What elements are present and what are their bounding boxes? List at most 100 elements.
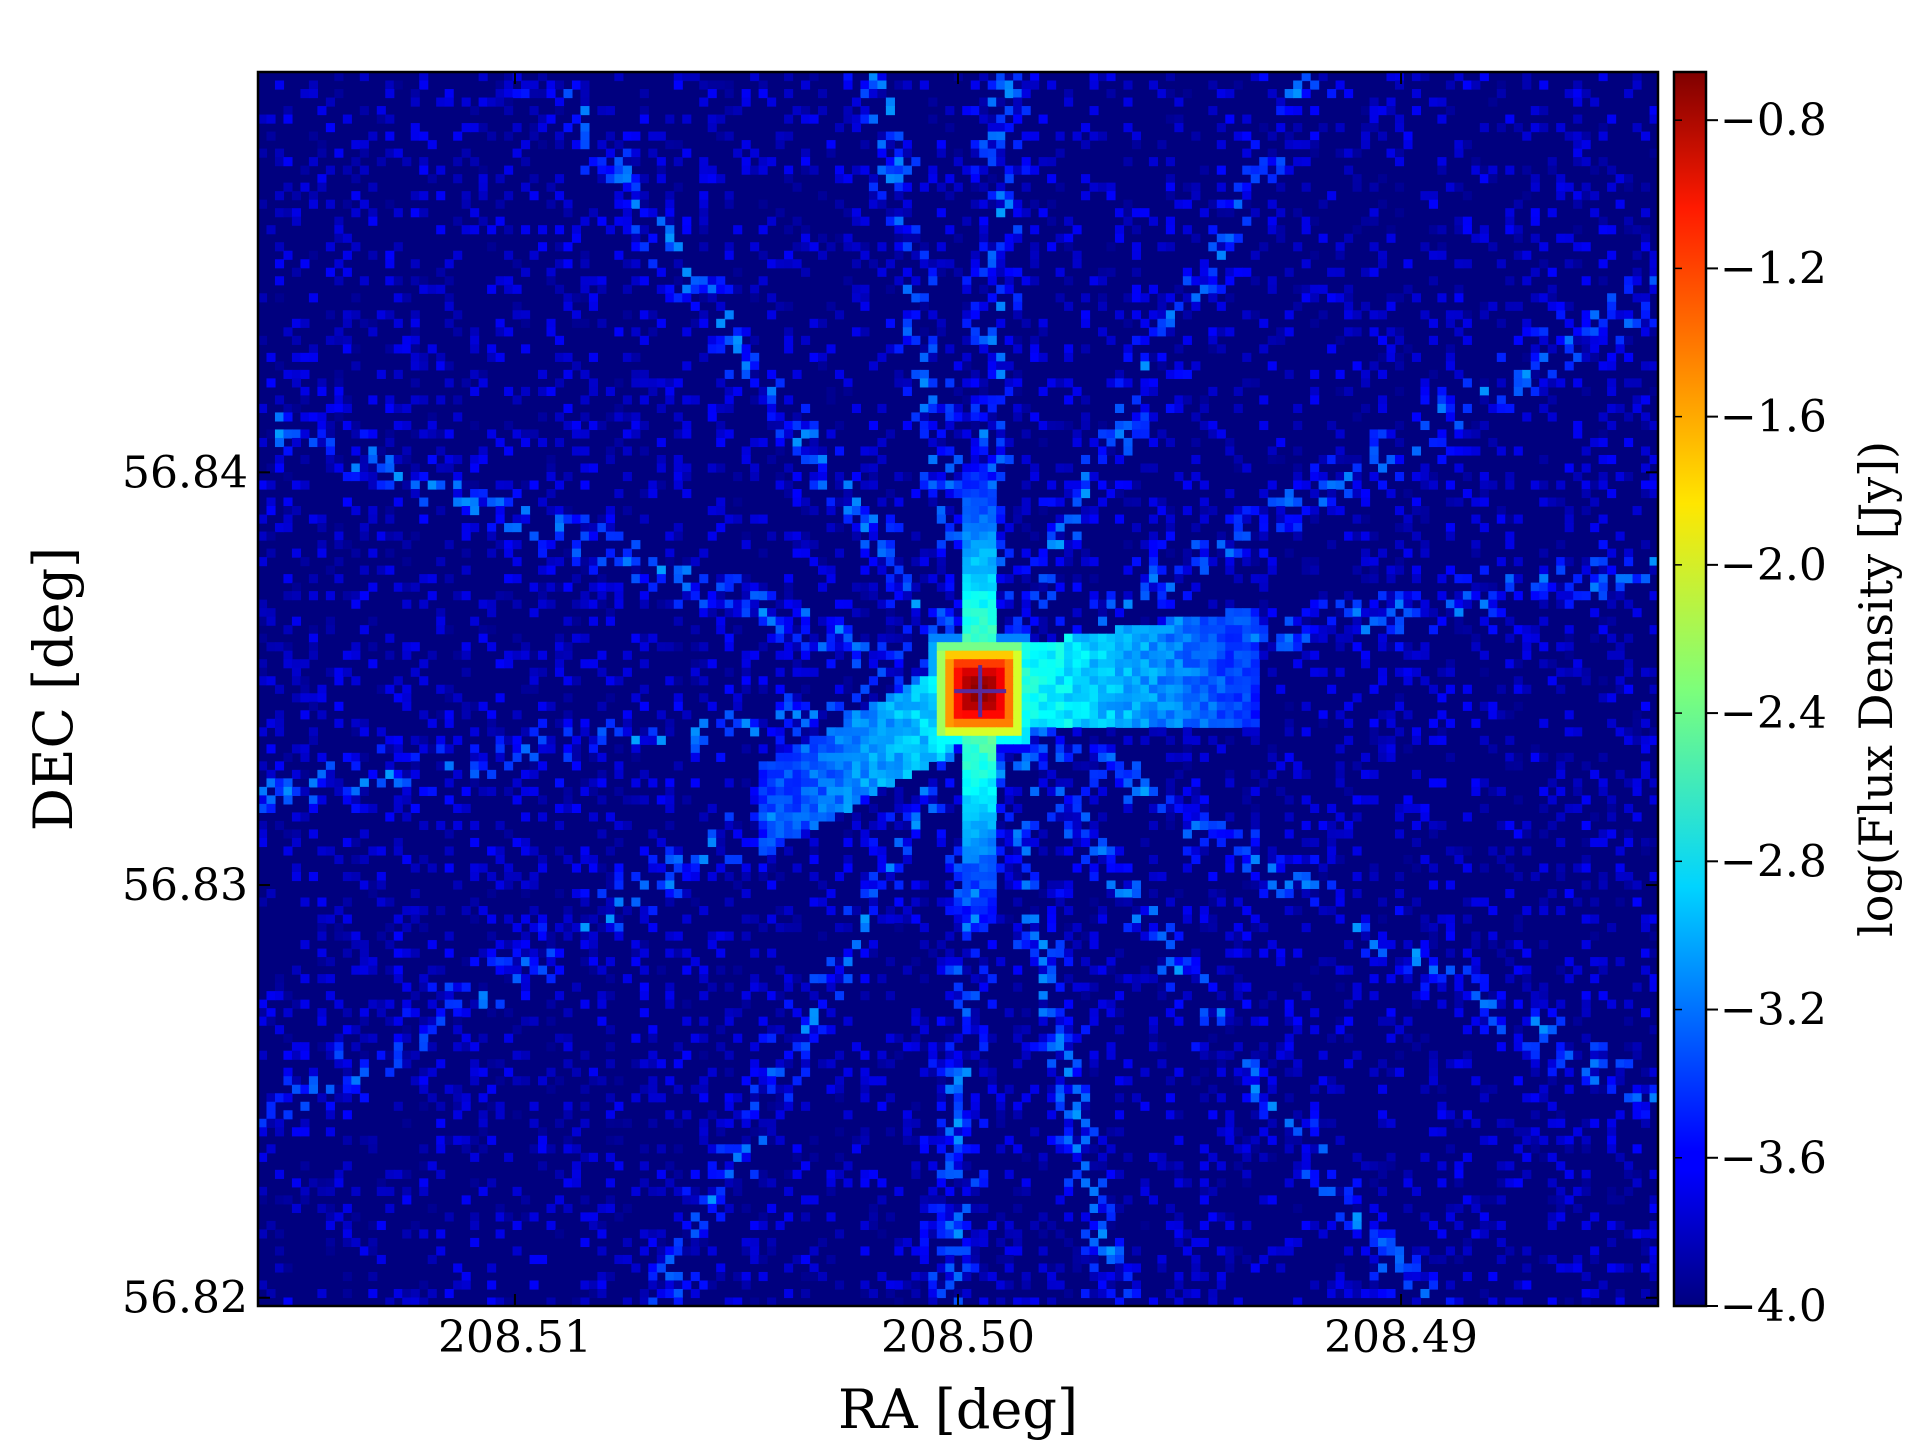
heatmap-cell (894, 497, 904, 507)
heatmap-cell (877, 454, 887, 465)
heatmap-cell (1335, 829, 1345, 839)
heatmap-cell (1598, 157, 1608, 167)
heatmap-cell (656, 403, 666, 414)
heatmap-cell (724, 608, 734, 618)
heatmap-cell (597, 174, 607, 184)
heatmap-cell (359, 463, 369, 473)
heatmap-cell (1064, 233, 1074, 243)
heatmap-cell (1505, 540, 1515, 550)
heatmap-cell (860, 446, 870, 456)
heatmap-cell (1293, 403, 1303, 414)
heatmap-cell (614, 531, 624, 541)
heatmap-cell (1318, 599, 1328, 609)
heatmap-cell (758, 829, 768, 839)
heatmap-cell (1131, 667, 1142, 677)
heatmap-cell (504, 80, 514, 90)
heatmap-cell (1344, 327, 1354, 337)
heatmap-cell (1556, 174, 1566, 184)
heatmap-cell (1123, 480, 1133, 490)
heatmap-cell (979, 710, 989, 720)
heatmap-cell (979, 718, 989, 728)
heatmap-cell (1649, 318, 1658, 328)
heatmap-cell (385, 199, 395, 209)
heatmap-cell (1598, 437, 1608, 448)
heatmap-cell (1369, 242, 1379, 252)
heatmap-cell (1505, 216, 1515, 226)
heatmap-cell (902, 684, 912, 694)
heatmap-cell (631, 565, 641, 575)
heatmap-cell (393, 531, 403, 541)
heatmap-cell (571, 225, 582, 235)
heatmap-cell (784, 744, 794, 754)
heatmap-cell (801, 531, 811, 541)
heatmap-cell (597, 140, 607, 150)
heatmap-cell (597, 650, 607, 660)
heatmap-cell (716, 752, 726, 762)
heatmap-cell (1259, 616, 1269, 626)
heatmap-cell (1004, 718, 1014, 728)
heatmap-cell (707, 403, 717, 414)
heatmap-cell (885, 650, 895, 660)
heatmap-cell (436, 97, 446, 107)
heatmap-cell (834, 642, 845, 652)
heatmap-cell (1386, 429, 1396, 439)
heatmap-cell (1098, 497, 1108, 507)
heatmap-cell (1615, 650, 1625, 660)
heatmap-cell (801, 540, 811, 550)
heatmap-cell (885, 727, 895, 737)
heatmap-cell (580, 727, 590, 737)
heatmap-cell (1148, 284, 1158, 294)
heatmap-cell (877, 352, 887, 362)
heatmap-cell (521, 157, 531, 167)
heatmap-cell (1386, 489, 1396, 499)
heatmap-cell (631, 199, 641, 209)
heatmap-cell (648, 148, 658, 158)
heatmap-cell (1607, 182, 1617, 192)
heatmap-cell (266, 480, 276, 490)
heatmap-cell (690, 752, 700, 762)
heatmap-cell (733, 608, 743, 618)
heatmap-cell (1394, 642, 1405, 652)
heatmap-cell (1590, 769, 1600, 779)
heatmap-cell (554, 335, 565, 345)
heatmap-cell (1131, 310, 1142, 320)
heatmap-cell (1598, 123, 1608, 133)
heatmap-cell (1038, 548, 1048, 558)
heatmap-cell (682, 267, 692, 277)
heatmap-cell (928, 489, 938, 499)
heatmap-cell (1522, 165, 1532, 175)
heatmap-cell (928, 778, 938, 788)
heatmap-cell (987, 131, 997, 141)
heatmap-cell (673, 846, 683, 856)
heatmap-cell (1233, 718, 1243, 728)
heatmap-cell (1310, 489, 1320, 499)
heatmap-cell (1165, 216, 1175, 226)
heatmap-cell (274, 157, 285, 167)
heatmap-cell (1445, 352, 1455, 362)
heatmap-cell (665, 531, 675, 541)
heatmap-cell (1369, 795, 1379, 805)
heatmap-cell (1539, 599, 1549, 609)
heatmap-cell (1641, 744, 1651, 754)
heatmap-cell (979, 225, 989, 235)
heatmap-cell (885, 778, 895, 788)
heatmap-cell (928, 659, 938, 669)
heatmap-cell (902, 744, 912, 754)
heatmap-cell (945, 574, 955, 584)
heatmap-cell (1445, 446, 1455, 456)
heatmap-cell (1454, 284, 1464, 294)
heatmap-cell (1394, 565, 1405, 575)
heatmap-cell (970, 301, 980, 311)
heatmap-cell (1301, 625, 1311, 635)
heatmap-cell (1225, 489, 1235, 499)
heatmap-cell (478, 761, 488, 771)
heatmap-cell (1064, 301, 1074, 311)
heatmap-cell (818, 744, 828, 754)
heatmap-cell (325, 420, 335, 431)
heatmap-cell (1225, 446, 1235, 456)
heatmap-cell (410, 761, 420, 771)
heatmap-cell (444, 625, 454, 635)
heatmap-cell (1182, 276, 1192, 286)
heatmap-cell (1539, 352, 1549, 362)
heatmap-cell (1021, 633, 1031, 643)
